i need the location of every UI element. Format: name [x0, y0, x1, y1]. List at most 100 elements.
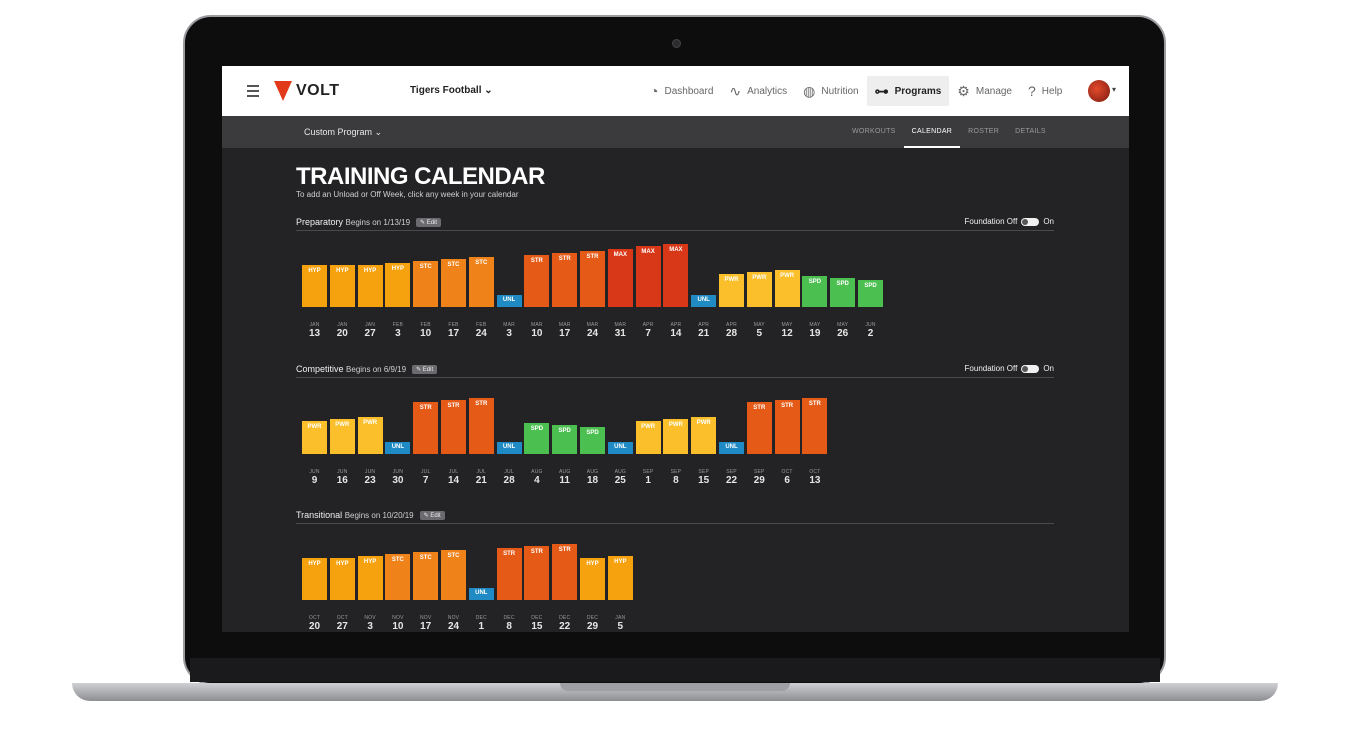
week-bar-spd[interactable]: SPD: [802, 276, 828, 307]
week-type-label: UNL: [725, 444, 738, 450]
phase-header: Competitive Begins on 6/9/19 ✎ Edit Founda…: [296, 361, 1054, 378]
week-bar-hyp[interactable]: HYP: [580, 558, 605, 600]
edit-button[interactable]: ✎ Edit: [412, 365, 438, 374]
nav-manage[interactable]: ⚙ Manage: [949, 76, 1020, 106]
week-bar-unl[interactable]: UNL: [468, 588, 494, 600]
week-type-label: STR: [419, 405, 432, 411]
week-type-label: PWR: [752, 275, 767, 281]
week-day: 22: [725, 475, 738, 486]
nav-analytics[interactable]: ∿ Analytics: [721, 76, 795, 106]
team-selector[interactable]: Tigers Football ⌄: [410, 85, 493, 96]
week-bar-str[interactable]: STR: [746, 402, 772, 454]
week-bar-pwr[interactable]: PWR: [691, 417, 717, 454]
week-type-label: HYP: [308, 268, 321, 274]
week-type-label: STR: [808, 401, 821, 407]
foundation-toggle[interactable]: [1021, 364, 1040, 373]
week-bar-str[interactable]: STR: [774, 400, 800, 454]
week-day: 29: [586, 621, 599, 632]
week-bar-hyp[interactable]: HYP: [357, 265, 383, 307]
week-day: 14: [670, 328, 682, 339]
week-month: FEB: [420, 322, 431, 328]
week-bar-spd[interactable]: SPD: [580, 427, 605, 454]
week-bar-unl[interactable]: UNL: [607, 442, 633, 454]
week-bar-str[interactable]: STR: [552, 544, 578, 600]
week-bar-pwr[interactable]: PWR: [746, 272, 772, 307]
week-bar-str[interactable]: STR: [441, 400, 466, 454]
week-bar-spd[interactable]: SPD: [552, 425, 578, 454]
avatar[interactable]: [1088, 80, 1110, 102]
week-bar-pwr[interactable]: PWR: [663, 419, 689, 454]
week-bar-unl[interactable]: UNL: [496, 442, 522, 454]
week-month: JAN: [615, 615, 626, 621]
week-bar-str[interactable]: STR: [468, 398, 494, 454]
week-day: 18: [586, 475, 599, 486]
program-selector[interactable]: Custom Program ⌄: [304, 127, 383, 137]
week-month: MAY: [837, 322, 849, 328]
week-bar-spd[interactable]: SPD: [524, 423, 550, 454]
week-bar-stc[interactable]: STC: [441, 550, 466, 600]
tab-calendar[interactable]: CALENDAR: [904, 116, 961, 148]
page-subtitle: To add an Unload or Off Week, click any …: [296, 190, 519, 199]
tab-workouts[interactable]: WORKOUTS: [852, 128, 896, 135]
tab-details[interactable]: DETAILS: [1015, 128, 1046, 135]
week-bar-pwr[interactable]: PWR: [357, 417, 383, 454]
week-bar-pwr[interactable]: PWR: [774, 270, 800, 307]
week-bar-hyp[interactable]: HYP: [385, 263, 411, 307]
week-bar-pwr[interactable]: PWR: [719, 274, 744, 307]
week-day: 5: [756, 328, 763, 339]
week-bar-max[interactable]: MAX: [635, 246, 661, 307]
week-day: 22: [559, 621, 571, 632]
week-bar-spd[interactable]: SPD: [858, 280, 883, 307]
week-bar-hyp[interactable]: HYP: [329, 558, 355, 600]
week-bar-hyp[interactable]: HYP: [329, 265, 355, 307]
nav-help[interactable]: ? Help: [1020, 76, 1070, 106]
week-day: 17: [447, 328, 460, 339]
nav-dashboard[interactable]: ◔ Dashboard: [642, 76, 721, 106]
week-bar-str[interactable]: STR: [524, 546, 550, 600]
tab-roster[interactable]: ROSTER: [968, 128, 1000, 135]
week-bar-pwr[interactable]: PWR: [329, 419, 355, 454]
phase-name: Preparatory: [296, 217, 346, 227]
week-bar-unl[interactable]: UNL: [719, 442, 744, 454]
week-type-label: STC: [419, 264, 432, 270]
week-bar-str[interactable]: STR: [413, 402, 439, 454]
week-type-label: HYP: [336, 561, 349, 567]
chevron-down-icon[interactable]: ▾: [1112, 85, 1117, 94]
nav-nutrition[interactable]: ◍ Nutrition: [795, 76, 866, 106]
week-month: OCT: [781, 469, 793, 475]
nav-programs[interactable]: ⊶ Programs: [866, 76, 950, 106]
week-bar-unl[interactable]: UNL: [496, 295, 522, 307]
week-bar-stc[interactable]: STC: [468, 257, 494, 307]
week-bar-pwr[interactable]: PWR: [302, 421, 327, 454]
week-month: MAY: [809, 322, 821, 328]
week-bar-str[interactable]: STR: [802, 398, 828, 454]
week-bar-stc[interactable]: STC: [385, 554, 411, 600]
week-bar-hyp[interactable]: HYP: [302, 265, 327, 307]
edit-button[interactable]: ✎ Edit: [419, 511, 445, 520]
week-bar-str[interactable]: STR: [524, 255, 550, 307]
week-bar-str[interactable]: STR: [552, 253, 578, 307]
edit-button[interactable]: ✎ Edit: [416, 218, 442, 227]
week-bar-max[interactable]: MAX: [663, 244, 689, 307]
week-bar-hyp[interactable]: HYP: [357, 556, 383, 600]
week-bar-str[interactable]: STR: [580, 251, 605, 307]
week-type-label: SPD: [558, 428, 571, 434]
week-bar-unl[interactable]: UNL: [385, 442, 411, 454]
week-bar-pwr[interactable]: PWR: [635, 421, 661, 454]
menu-icon[interactable]: [247, 85, 259, 100]
week-bar-stc[interactable]: STC: [413, 261, 439, 307]
week-bar-str[interactable]: STR: [496, 548, 522, 600]
week-bar-hyp[interactable]: HYP: [302, 558, 327, 600]
week-bar-unl[interactable]: UNL: [691, 295, 717, 307]
brand-logo[interactable]: VOLT: [274, 80, 339, 102]
week-day: 7: [645, 328, 651, 339]
week-day: 10: [531, 328, 543, 339]
week-bar-spd[interactable]: SPD: [830, 278, 856, 307]
week-bar-stc[interactable]: STC: [413, 552, 439, 600]
page-title: TRAINING CALENDAR: [296, 163, 545, 190]
week-bar-max[interactable]: MAX: [607, 249, 633, 307]
foundation-toggle[interactable]: [1021, 217, 1040, 226]
week-day: 30: [392, 475, 404, 486]
week-bar-stc[interactable]: STC: [441, 259, 466, 307]
week-bar-hyp[interactable]: HYP: [607, 556, 633, 600]
